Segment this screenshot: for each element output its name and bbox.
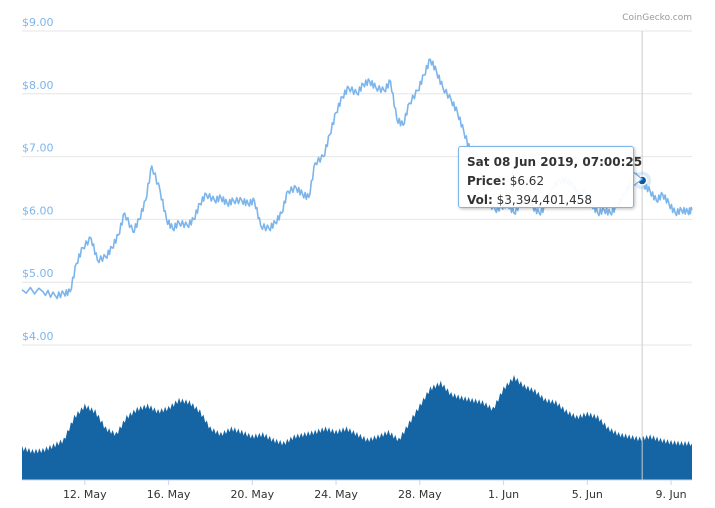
date-axis: 12. May 16. May 20. May 24. May 28. May 1. Ju… xyxy=(22,479,692,501)
x-tick-label: 5. Jun xyxy=(572,488,603,501)
crosshair xyxy=(633,31,652,480)
x-tick-label: 28. May xyxy=(398,488,442,501)
y-tick-label: $8.00 xyxy=(22,79,54,92)
y-tick-label: $5.00 xyxy=(22,267,54,280)
x-tick-label: 9. Jun xyxy=(655,488,686,501)
x-tick-label: 24. May xyxy=(314,488,358,501)
tooltip-vol-value: $3,394,401,458 xyxy=(496,193,593,207)
x-tick-label: 1. Jun xyxy=(488,488,519,501)
tooltip-price-value: $6.62 xyxy=(509,174,545,188)
price-axis-labels: $4.00 $5.00 $6.00 $7.00 $8.00 $9.00 xyxy=(22,16,54,343)
volume-area xyxy=(22,374,692,480)
price-tooltip: Sat 08 Jun 2019, 07:00:25 Price: $6.62 V… xyxy=(458,146,642,208)
x-tick-label: 20. May xyxy=(230,488,274,501)
tooltip-price-label: Price: xyxy=(467,174,506,188)
y-tick-label: $9.00 xyxy=(22,16,54,29)
tooltip-arrow-inner xyxy=(631,171,641,187)
x-tick-label: 12. May xyxy=(63,488,107,501)
tooltip-date: Sat 08 Jun 2019, 07:00:25 xyxy=(467,155,643,169)
x-tick-label: 16. May xyxy=(147,488,191,501)
volume-area-series xyxy=(22,374,692,480)
y-tick-label: $4.00 xyxy=(22,330,54,343)
y-tick-label: $7.00 xyxy=(22,142,54,155)
tooltip-vol-label: Vol: xyxy=(467,193,493,207)
y-tick-label: $6.00 xyxy=(22,204,54,217)
credit-label[interactable]: CoinGecko.com xyxy=(622,13,692,23)
